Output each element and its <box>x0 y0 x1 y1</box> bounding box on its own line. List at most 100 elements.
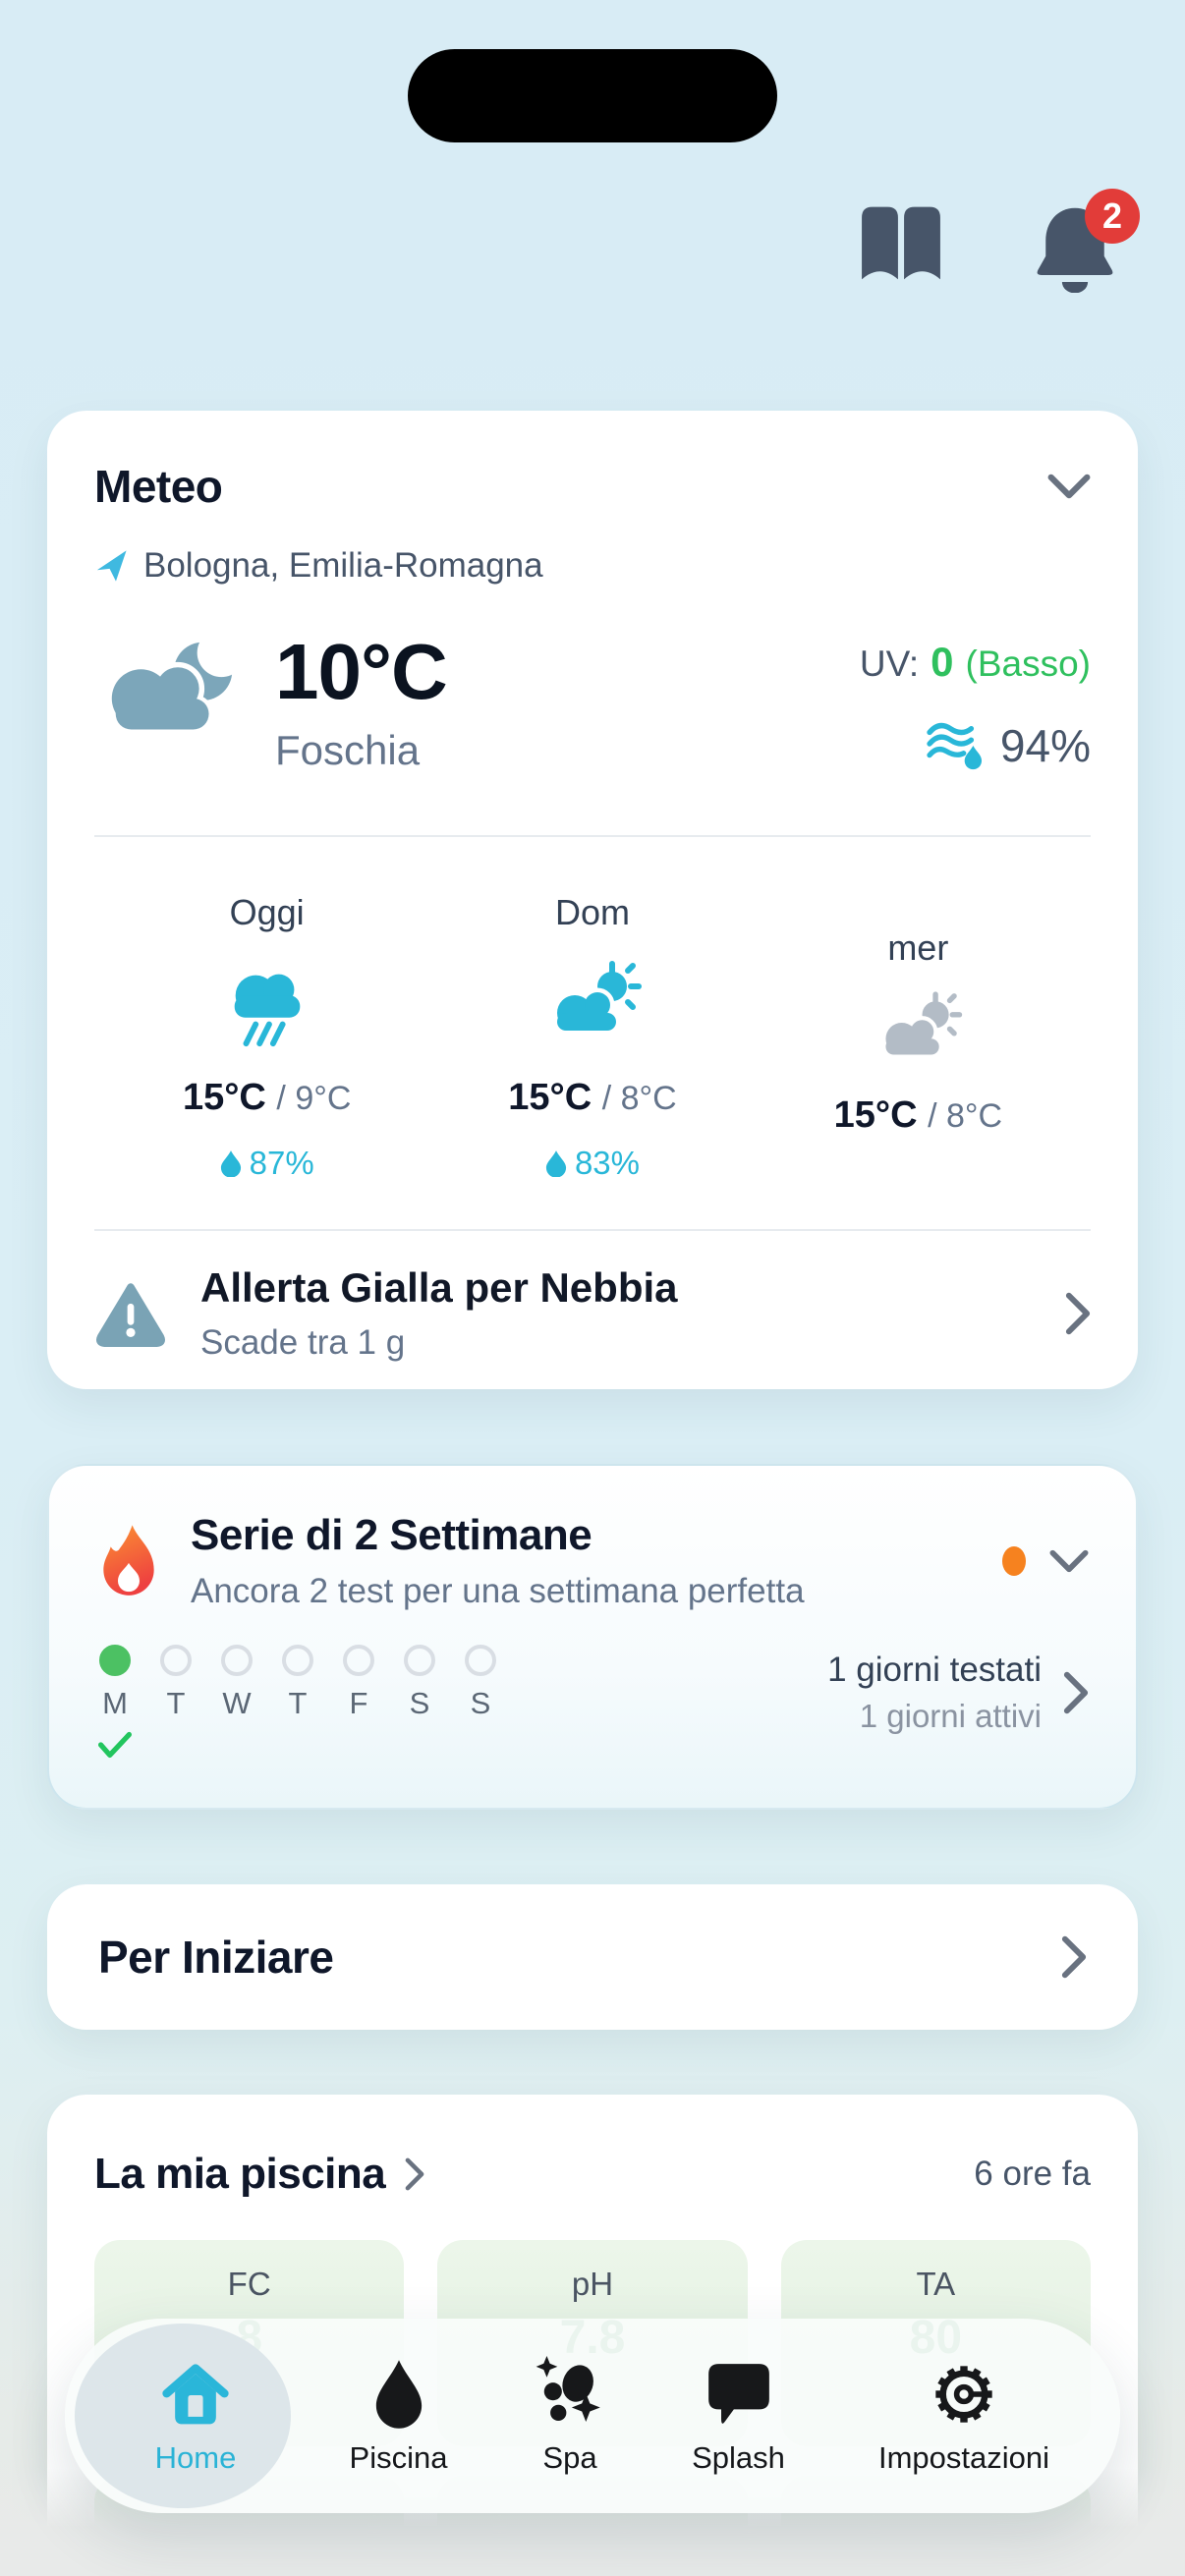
forecast-day-today: Oggi 15°C / 9°C <box>104 892 429 1182</box>
day-dot <box>160 1645 192 1676</box>
weather-collapse-button[interactable] <box>1047 472 1091 501</box>
gear-icon <box>928 2356 1000 2431</box>
top-icon-bar: 2 <box>855 189 1140 293</box>
book-icon <box>862 206 940 280</box>
chevron-right-icon <box>1061 1935 1087 1979</box>
weather-location: Bologna, Emilia-Romagna <box>94 546 1091 586</box>
day-wednesday: W <box>218 1645 255 1759</box>
forecast-temps: 15°C / 8°C <box>508 1077 677 1118</box>
forecast-precip: 87% <box>220 1145 314 1182</box>
day-dot <box>221 1645 253 1676</box>
alert-subtitle: Scade tra 1 g <box>200 1323 406 1362</box>
days-tested: 1 giorni testati <box>827 1651 1042 1689</box>
day-dot-done <box>99 1645 131 1676</box>
bubbles-sparkle-icon <box>532 2356 608 2431</box>
tab-label: Piscina <box>349 2440 448 2475</box>
chevron-right-icon <box>1065 1292 1091 1335</box>
water-drop-icon <box>372 2356 425 2431</box>
day-tuesday: T <box>157 1645 195 1759</box>
chevron-down-icon <box>1047 474 1091 499</box>
uv-label: UV: <box>859 644 920 684</box>
streak-stats-link[interactable]: 1 giorni testati 1 giorni attivi <box>827 1651 1089 1735</box>
streak-collapse-button[interactable] <box>1049 1548 1089 1574</box>
chevron-right-icon <box>405 2157 424 2191</box>
check-icon <box>98 1731 132 1759</box>
streak-card: Serie di 2 Settimane Ancora 2 test per u… <box>47 1464 1138 1810</box>
tab-label: Splash <box>692 2440 785 2475</box>
day-dot <box>282 1645 313 1676</box>
pool-title: La mia piscina <box>94 2150 386 2198</box>
get-started-card[interactable]: Per Iniziare <box>47 1884 1138 2030</box>
rain-cloud-icon <box>234 974 300 1047</box>
uv-level: (Basso) <box>965 644 1091 684</box>
streak-title: Serie di 2 Settimane <box>191 1511 592 1559</box>
weather-card: Meteo Bologna, Emilia-Romagna <box>47 411 1138 1389</box>
alert-title: Allerta Gialla per Nebbia <box>200 1264 678 1311</box>
day-monday: M <box>96 1645 134 1759</box>
metric-label: TA <box>916 2266 956 2302</box>
forecast-day-label: Dom <box>554 892 630 932</box>
notification-badge: 2 <box>1085 189 1140 244</box>
streak-subtitle: Ancora 2 test per una settimana perfetta <box>191 1572 805 1610</box>
dynamic-island <box>408 49 777 142</box>
forecast-day-label: mer <box>887 927 949 968</box>
day-thursday: T <box>279 1645 316 1759</box>
tab-piscina[interactable]: Piscina <box>303 2356 495 2476</box>
weather-card-title: Meteo <box>94 461 223 512</box>
metric-label: FC <box>227 2266 271 2302</box>
sun-cloud-icon <box>552 961 642 1036</box>
current-condition: Foschia <box>275 727 421 773</box>
current-temperature: 10°C <box>275 628 448 715</box>
pool-last-updated: 6 ore fa <box>974 2155 1091 2193</box>
tab-splash[interactable]: Splash <box>646 2356 832 2476</box>
forecast-day-dom: Dom <box>429 892 755 1182</box>
tab-label: Spa <box>542 2440 597 2475</box>
droplet-icon <box>220 1150 241 1177</box>
forecast-precip: 83% <box>545 1145 640 1182</box>
forecast-temps: 15°C / 8°C <box>833 1094 1003 1136</box>
day-dot <box>465 1645 496 1676</box>
sun-cloud-gray-icon <box>881 991 963 1059</box>
uv-index: UV: 0 (Basso) <box>860 639 1091 686</box>
speech-bubble-icon <box>704 2356 774 2431</box>
divider <box>94 835 1091 837</box>
chevron-right-icon <box>1063 1671 1089 1714</box>
droplet-icon <box>545 1150 567 1177</box>
tab-label: Impostazioni <box>877 2440 1050 2475</box>
guide-book-button[interactable] <box>855 202 947 287</box>
pool-details-link[interactable] <box>405 2157 424 2191</box>
tab-label: Home <box>154 2440 237 2475</box>
tab-impostazioni[interactable]: Impostazioni <box>833 2356 1095 2476</box>
forecast-day-label: Oggi <box>229 892 305 932</box>
humidity: 94% <box>926 719 1091 772</box>
tab-home[interactable]: Home <box>90 2356 301 2476</box>
day-sunday: S <box>462 1645 499 1759</box>
humidity-icon <box>927 722 982 770</box>
metric-label: pH <box>571 2266 614 2302</box>
location-text: Bologna, Emilia-Romagna <box>143 546 543 585</box>
day-saturday: S <box>401 1645 438 1759</box>
home-icon <box>160 2356 231 2431</box>
streak-status-dot <box>1002 1546 1026 1576</box>
tab-spa[interactable]: Spa <box>496 2356 644 2476</box>
tab-bar: Home Piscina Spa <box>65 2319 1120 2513</box>
divider <box>94 1229 1091 1231</box>
streak-week-days: M T W T F <box>96 1645 499 1759</box>
day-friday: F <box>340 1645 377 1759</box>
get-started-title: Per Iniziare <box>98 1932 334 1983</box>
warning-triangle-icon <box>96 1283 165 1347</box>
uv-value: 0 <box>931 639 954 685</box>
day-dot <box>343 1645 374 1676</box>
notifications-button[interactable]: 2 <box>1034 189 1140 293</box>
humidity-value: 94% <box>999 720 1091 771</box>
days-active: 1 giorni attivi <box>859 1698 1042 1734</box>
day-dot <box>404 1645 435 1676</box>
cloud-moon-icon <box>106 631 247 735</box>
forecast-row: Oggi 15°C / 9°C <box>94 837 1091 1182</box>
weather-alert-row[interactable]: Allerta Gialla per Nebbia Scade tra 1 g <box>94 1231 1091 1363</box>
location-arrow-icon <box>96 550 127 582</box>
flame-icon <box>103 1525 154 1596</box>
forecast-day-mer: mer <box>756 892 1081 1182</box>
chevron-down-icon <box>1049 1549 1089 1573</box>
